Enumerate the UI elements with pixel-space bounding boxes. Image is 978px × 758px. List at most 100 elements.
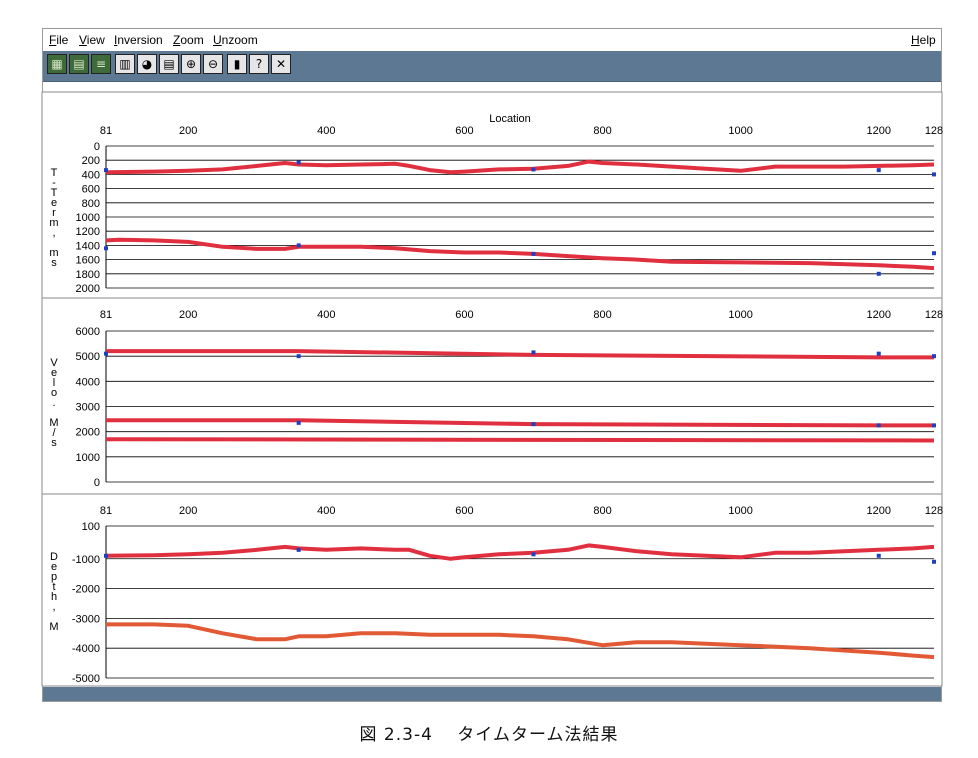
x-tick-label: 200 [179, 125, 197, 137]
data-marker [531, 167, 536, 172]
data-marker [932, 354, 936, 359]
data-marker [876, 168, 881, 173]
x-tick-label: 1000 [728, 505, 752, 517]
series-line-1 [105, 159, 935, 175]
x-tick-label: 600 [455, 309, 473, 321]
y-tick-label: 2000 [76, 427, 100, 439]
x-tick-label: 128 [925, 505, 943, 517]
model-icon: ◕ [141, 57, 153, 71]
x-tick-label: 81 [100, 309, 112, 321]
figure-caption: 図 2.3-4 タイムターム法結果 [359, 725, 619, 745]
series-line-3 [105, 437, 935, 443]
y-tick-label: 5000 [76, 351, 100, 363]
x-tick-label: 400 [317, 505, 335, 517]
zoom-out-icon: ⊖ [207, 57, 219, 71]
y-tick-label: -4000 [72, 643, 100, 655]
data-marker [876, 271, 881, 276]
data-marker [531, 251, 536, 256]
panel-1: Location 81 200 400 600 800 1000 1200 128 0 200 400… [49, 113, 943, 295]
series-line-2 [105, 237, 935, 271]
menu-file[interactable]: File [49, 33, 69, 47]
data-marker [876, 553, 881, 558]
y-tick-label: 0 [94, 141, 100, 153]
x-tick-label: 800 [593, 505, 611, 517]
menu-view[interactable]: View [79, 33, 105, 47]
data-marker [296, 160, 301, 165]
report-button[interactable]: ▤ [159, 54, 179, 74]
x-tick-label: 600 [455, 505, 473, 517]
data-marker [531, 350, 536, 355]
menu-zoom[interactable]: Zoom [173, 33, 204, 47]
y-tick-label: 1400 [76, 240, 100, 252]
data-marker [296, 354, 301, 359]
x-tick-label: 800 [593, 125, 611, 137]
zoom-in-icon: ⊕ [185, 57, 197, 71]
data-marker [296, 420, 301, 425]
y-tick-label: 1200 [76, 226, 100, 238]
y-tick-label: -5000 [72, 673, 100, 685]
data-marker [296, 547, 301, 552]
x-tick-label: 128 [925, 309, 943, 321]
x-tick-label: 400 [317, 125, 335, 137]
data-marker [876, 351, 881, 356]
x-tick-label: 400 [317, 309, 335, 321]
y-tick-label: 1800 [76, 269, 100, 281]
x-tick-label: 600 [455, 125, 473, 137]
chart-area: Location 81 200 400 600 800 1000 1200 128 0 200 400… [41, 91, 943, 687]
table-button[interactable]: ▥ [115, 54, 135, 74]
help-button[interactable]: ? [249, 54, 269, 74]
top-axis-title: Location [489, 113, 531, 125]
y-tick-label: 6000 [76, 326, 100, 338]
save-button[interactable]: ▮ [227, 54, 247, 74]
toolbar: ▦ ▤ ≡ ▥ ◕ ▤ ⊕ ⊖ ▮? ✕ [43, 51, 941, 82]
y-tick-label: -3000 [72, 613, 100, 625]
velocity-view-button[interactable]: ▤ [69, 54, 89, 74]
menu-unzoom[interactable]: Unzoom [213, 33, 258, 47]
velocity-view-icon: ▤ [73, 57, 85, 71]
y-tick-label: 200 [82, 155, 100, 167]
x-tick-label: 1000 [728, 125, 752, 137]
x-tick-label: 200 [179, 505, 197, 517]
zoom-out-button[interactable]: ⊖ [203, 54, 223, 74]
data-marker [104, 351, 108, 356]
panel-2: 81 200 400 600 800 1000 1200 128 6000 5000 4000 300… [42, 297, 943, 489]
series-line-2 [106, 622, 935, 660]
panel-3: 81 200 400 600 800 1000 1200 128 100 -1000 -2000 -3… [42, 493, 943, 685]
data-marker [932, 251, 936, 256]
y-tick-label: 1000 [76, 452, 100, 464]
y-tick-label: 100 [82, 521, 100, 533]
status-bar [43, 687, 941, 701]
close-button[interactable]: ✕ [271, 54, 291, 74]
y-tick-label: 2000 [76, 283, 100, 295]
data-marker [531, 552, 536, 557]
data-marker [932, 172, 936, 177]
model-button[interactable]: ◕ [137, 54, 157, 74]
y-tick-label: 800 [82, 198, 100, 210]
y-tick-label: 400 [82, 169, 100, 181]
section-view-icon: ▦ [51, 57, 63, 71]
y-tick-label: 600 [82, 184, 100, 196]
y-tick-label: -1000 [72, 554, 100, 566]
data-marker [876, 423, 881, 428]
x-tick-label: 800 [593, 309, 611, 321]
zoom-in-button[interactable]: ⊕ [181, 54, 201, 74]
x-tick-label: 1200 [867, 125, 891, 137]
data-marker [296, 243, 301, 248]
data-marker [932, 559, 936, 564]
y-tick-label: 1000 [76, 212, 100, 224]
x-tick-label: 128 [925, 125, 943, 137]
depth-view-button[interactable]: ≡ [91, 54, 111, 74]
help-icon: ? [255, 57, 263, 71]
series-line-1 [106, 349, 934, 360]
section-view-button[interactable]: ▦ [47, 54, 67, 74]
save-icon: ▮ [233, 57, 241, 71]
data-marker [104, 553, 108, 558]
x-tick-label: 81 [100, 505, 112, 517]
data-marker [531, 422, 536, 427]
menu-inversion[interactable]: Inversion [114, 33, 163, 47]
x-tick-label: 200 [179, 309, 197, 321]
menu-help[interactable]: Help [911, 33, 936, 47]
series-line-1 [105, 543, 935, 561]
